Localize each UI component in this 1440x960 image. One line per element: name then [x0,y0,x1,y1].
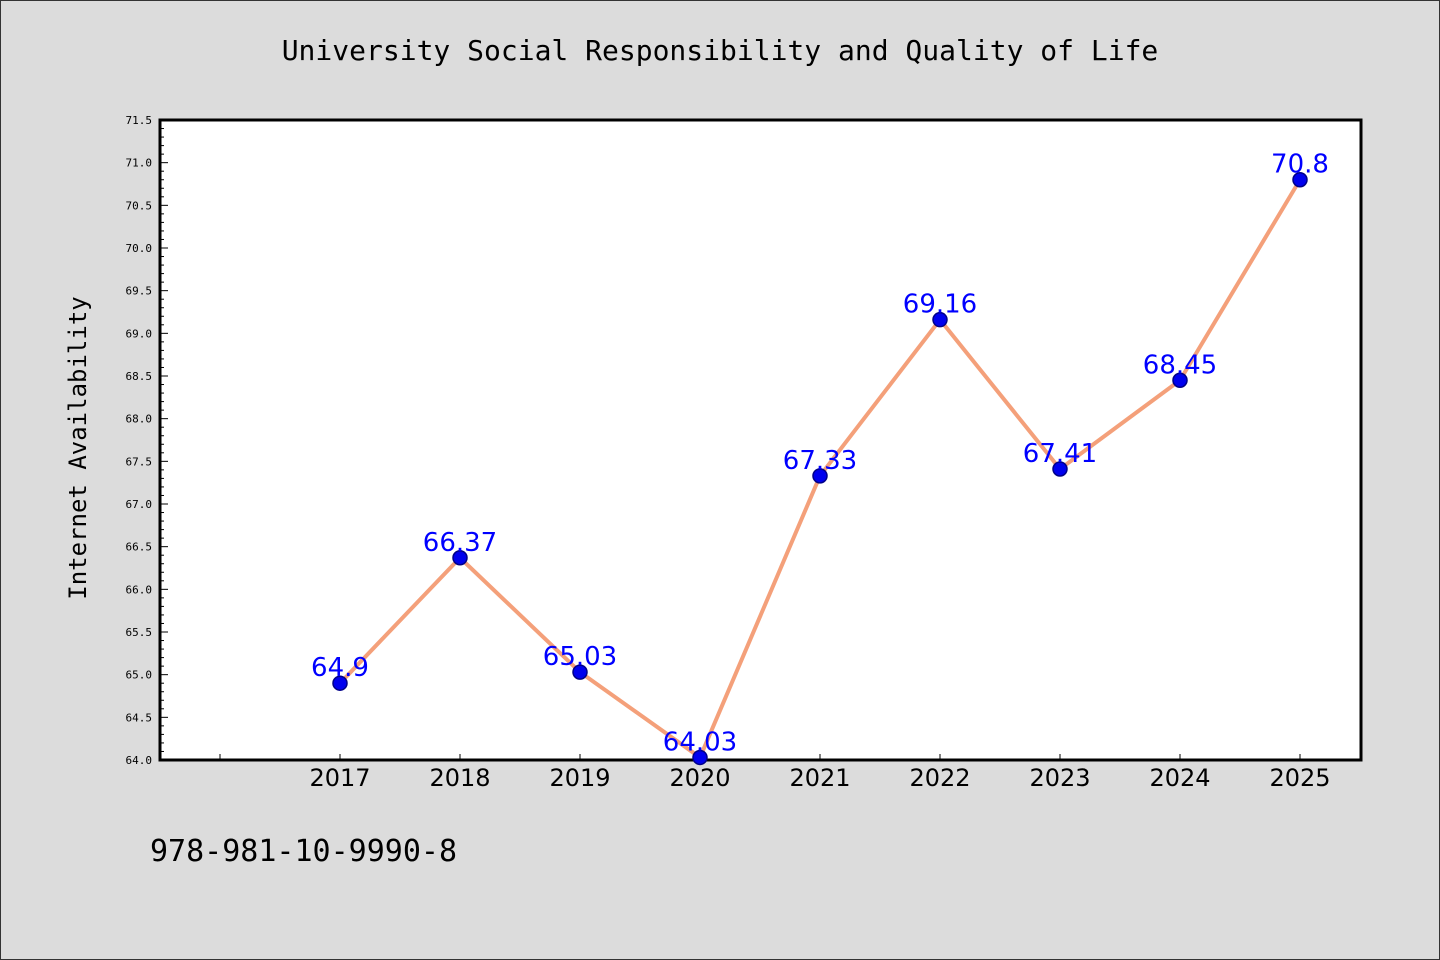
data-label: 64.03 [663,727,737,757]
y-axis: 64.0 64.5 65.0 65.5 66.0 66.5 67.0 67.5 68.0 68.5… [126,114,168,767]
plot-area [158,118,1363,762]
data-label: 66.37 [423,528,497,558]
series-layer [332,171,1308,766]
y-tick-label: 69.5 [126,285,153,298]
x-tick-label: 2023 [1029,764,1090,792]
x-tick-label: 2021 [789,764,850,792]
x-tick-label: 2024 [1149,764,1210,792]
x-axis: 2017 2018 2019 2020 2021 2022 2023 2024 2025 [219,754,1331,792]
data-point[interactable] [1172,372,1188,389]
x-tick-label: 2025 [1269,764,1330,792]
data-label: 68.45 [1143,350,1217,380]
data-label: 65.03 [543,642,617,672]
y-tick-label: 67.0 [126,498,153,511]
y-tick-label: 71.0 [126,157,153,170]
data-label-layer: 64.9 66.37 65.03 64.03 67.33 69.16 67.41 68.45 7… [311,150,1329,758]
isbn-footnote: 978-981-10-9990-8 [150,834,458,869]
y-tick-label: 71.5 [126,114,153,127]
y-tick-label: 70.5 [126,199,153,212]
y-tick-label: 66.5 [126,541,153,554]
data-point[interactable] [1052,461,1068,477]
y-tick-label: 70.0 [126,242,153,255]
y-tick-label: 64.5 [126,711,153,724]
x-tick-label: 2019 [549,764,610,792]
data-point[interactable] [692,749,708,766]
y-tick-label: 64.0 [126,754,153,767]
data-point[interactable] [332,675,348,691]
x-tick-label: 2022 [909,764,970,792]
data-label: 67.41 [1023,439,1097,469]
data-point[interactable] [932,311,948,328]
data-point[interactable] [1292,171,1308,188]
y-tick-label: 66.0 [126,583,153,596]
x-tick-label: 2020 [669,764,730,792]
y-tick-label: 68.5 [126,370,153,383]
y-axis-title: Internet Availability [64,296,92,599]
x-tick-label: 2017 [309,764,370,792]
data-label: 70.8 [1271,150,1329,180]
data-label: 64.9 [311,653,369,683]
chart-title: University Social Responsibility and Qua… [281,34,1159,67]
data-point[interactable] [452,550,468,566]
y-tick-label: 69.0 [126,327,153,340]
data-point[interactable] [812,468,828,484]
y-tick-label: 65.0 [126,669,153,682]
y-tick-label: 67.5 [126,455,153,468]
y-tick-label: 65.5 [126,626,153,639]
data-point[interactable] [572,664,588,680]
data-label: 67.33 [783,446,857,476]
x-tick-label: 2018 [429,764,490,792]
data-label: 69.16 [903,290,977,320]
y-tick-label: 68.0 [126,413,153,426]
